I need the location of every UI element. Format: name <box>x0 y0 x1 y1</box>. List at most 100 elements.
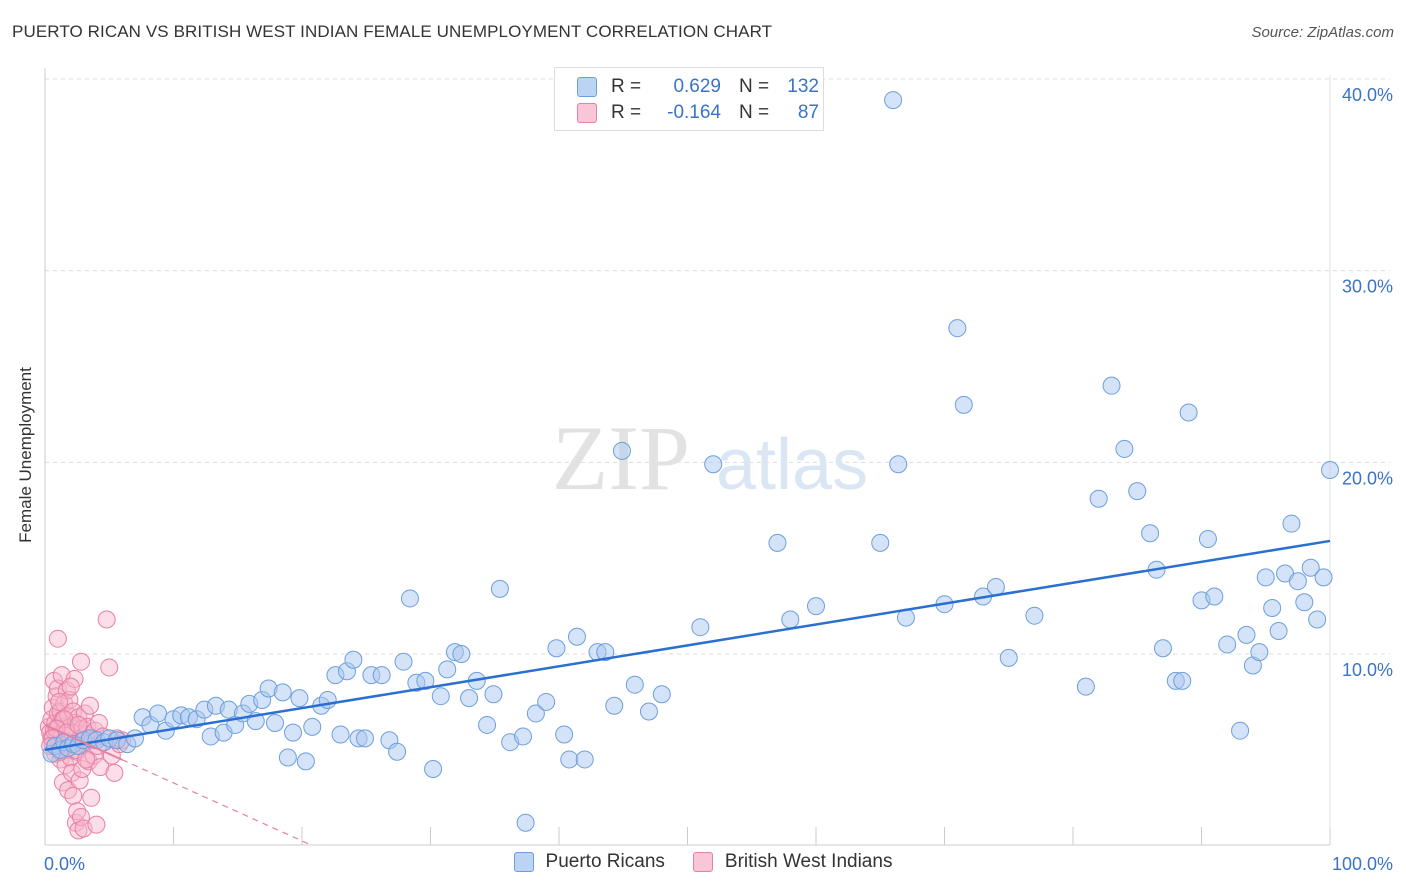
n-value: 132 <box>787 76 819 97</box>
british-west-indians-points <box>39 610 132 840</box>
y-tick-label: 40.0% <box>1342 85 1393 105</box>
pink-swatch <box>692 852 713 872</box>
data-point-puerto-ricans <box>1250 643 1269 662</box>
data-point-puerto-ricans <box>1141 524 1160 543</box>
data-point-puerto-ricans <box>424 760 443 779</box>
watermark-atlas: atlas <box>716 425 868 505</box>
data-point-british-west-indians <box>77 750 96 769</box>
data-point-puerto-ricans <box>612 441 631 460</box>
data-point-puerto-ricans <box>1089 489 1108 508</box>
grid-lines <box>45 78 1390 655</box>
data-point-british-west-indians <box>69 715 88 734</box>
data-point-puerto-ricans <box>273 683 292 702</box>
data-point-british-west-indians <box>73 760 92 779</box>
data-point-puerto-ricans <box>1102 376 1121 395</box>
data-point-british-west-indians <box>79 752 98 771</box>
pink-swatch <box>577 103 597 123</box>
data-point-puerto-ricans <box>1269 622 1288 641</box>
axes <box>44 68 1331 846</box>
puerto-ricans-points <box>42 91 1339 832</box>
trend-line-british-west-indians-solid <box>44 724 123 761</box>
data-point-puerto-ricans <box>781 610 800 629</box>
r-label: R = <box>611 102 642 123</box>
data-point-puerto-ricans <box>625 675 644 694</box>
data-point-puerto-ricans <box>1198 530 1217 549</box>
data-point-british-west-indians <box>62 763 81 782</box>
data-point-british-west-indians <box>50 692 69 711</box>
data-point-british-west-indians <box>61 677 80 696</box>
data-point-puerto-ricans <box>1231 721 1250 740</box>
data-point-puerto-ricans <box>290 689 309 708</box>
data-point-puerto-ricans <box>388 742 407 761</box>
data-point-puerto-ricans <box>999 648 1018 667</box>
trend-line-british-west-indians-dashed <box>121 759 309 845</box>
data-point-puerto-ricans <box>278 748 297 767</box>
data-point-puerto-ricans <box>1288 572 1307 591</box>
data-point-puerto-ricans <box>1205 587 1224 606</box>
blue-swatch <box>513 852 534 872</box>
data-point-puerto-ricans <box>1128 482 1147 501</box>
data-point-puerto-ricans <box>1308 610 1327 629</box>
data-point-puerto-ricans <box>355 729 374 748</box>
data-point-puerto-ricans <box>460 689 479 708</box>
data-point-puerto-ricans <box>1218 635 1237 654</box>
data-point-puerto-ricans <box>605 696 624 715</box>
data-point-puerto-ricans <box>1301 558 1320 577</box>
data-point-puerto-ricans <box>596 643 615 662</box>
data-point-puerto-ricans <box>125 729 144 748</box>
data-point-puerto-ricans <box>394 652 413 671</box>
data-point-puerto-ricans <box>416 671 435 690</box>
data-point-puerto-ricans <box>1173 671 1192 690</box>
data-point-puerto-ricans <box>575 750 594 769</box>
data-point-puerto-ricans <box>372 666 391 685</box>
data-point-puerto-ricans <box>438 660 457 679</box>
data-point-puerto-ricans <box>639 702 658 721</box>
data-point-british-west-indians <box>71 807 90 826</box>
data-point-puerto-ricans <box>1314 568 1333 587</box>
data-point-british-west-indians <box>82 788 101 807</box>
data-point-british-west-indians <box>64 786 83 805</box>
data-point-puerto-ricans <box>889 455 908 474</box>
data-point-puerto-ricans <box>296 752 315 771</box>
n-label: N = <box>739 102 770 123</box>
legend-label: Puerto Ricans <box>545 851 665 872</box>
trend-lines <box>44 539 1331 845</box>
legend-item-british-west-indians: British West Indians <box>692 851 893 873</box>
stats-legend: R = 0.629 N = 132 R = -0.164 N = 87 <box>554 67 824 131</box>
data-point-puerto-ricans <box>344 650 363 669</box>
data-point-puerto-ricans <box>452 645 471 664</box>
data-point-puerto-ricans <box>547 639 566 658</box>
data-point-puerto-ricans <box>514 727 533 746</box>
chart-title: PUERTO RICAN VS BRITISH WEST INDIAN FEMA… <box>12 22 773 41</box>
data-point-puerto-ricans <box>516 813 535 832</box>
data-point-british-west-indians <box>59 781 78 800</box>
data-point-british-west-indians <box>70 771 89 790</box>
y-tick-label: 30.0% <box>1342 277 1393 297</box>
data-point-puerto-ricans <box>1282 514 1301 533</box>
data-point-puerto-ricans <box>986 577 1005 596</box>
legend-label: British West Indians <box>724 851 893 872</box>
data-point-puerto-ricans <box>1115 439 1134 458</box>
data-point-puerto-ricans <box>1321 461 1339 480</box>
data-point-puerto-ricans <box>704 455 723 474</box>
data-point-puerto-ricans <box>1076 677 1095 696</box>
data-point-puerto-ricans <box>555 725 574 744</box>
data-point-puerto-ricans <box>400 589 419 608</box>
data-point-puerto-ricans <box>490 579 509 598</box>
data-point-puerto-ricans <box>871 533 890 552</box>
data-point-british-west-indians <box>71 652 90 671</box>
data-point-puerto-ricans <box>567 627 586 646</box>
data-point-puerto-ricans <box>537 692 556 711</box>
data-point-puerto-ricans <box>526 704 545 723</box>
data-point-puerto-ricans <box>1237 625 1256 644</box>
data-point-british-west-indians <box>87 815 106 834</box>
data-point-puerto-ricans <box>478 715 497 734</box>
series-legend: Puerto Ricans British West Indians <box>0 851 1406 873</box>
legend-row-puerto-ricans: R = 0.629 N = 132 <box>577 74 819 100</box>
data-point-puerto-ricans <box>954 395 973 414</box>
y-tick-label: 10.0% <box>1342 660 1393 680</box>
data-point-british-west-indians <box>100 658 119 677</box>
data-point-puerto-ricans <box>303 717 322 736</box>
data-point-british-west-indians <box>48 629 67 648</box>
